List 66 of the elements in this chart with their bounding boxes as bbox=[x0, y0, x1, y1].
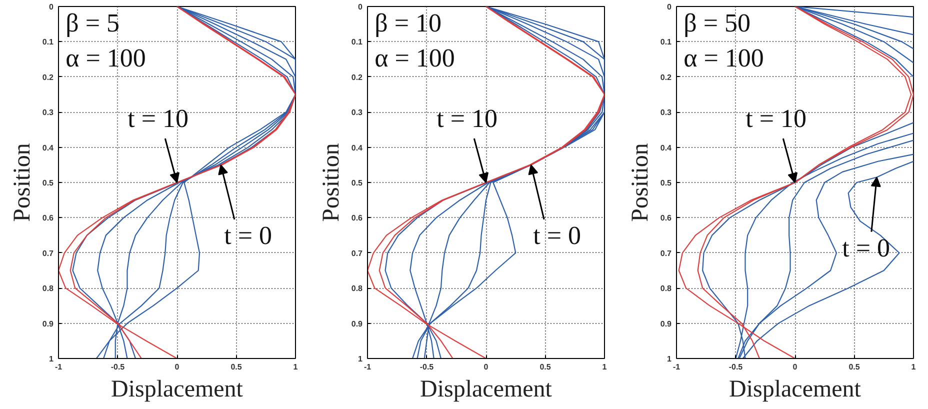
x-tick-label: 1 bbox=[293, 362, 298, 372]
y-tick-label: 0 bbox=[49, 2, 54, 12]
y-tick-label: 0.7 bbox=[660, 248, 672, 258]
annotation: α = 100 bbox=[684, 43, 764, 72]
annotation: t = 0 bbox=[842, 234, 890, 263]
annotation: t = 0 bbox=[224, 221, 272, 250]
y-tick-label: 0.6 bbox=[351, 214, 364, 223]
y-tick-label: 1 bbox=[49, 354, 54, 364]
annotation: t = 10 bbox=[128, 104, 188, 134]
x-axis-title: Displacement bbox=[729, 376, 862, 402]
y-tick-label: 1 bbox=[358, 354, 364, 364]
y-tick-label: 0 bbox=[667, 2, 672, 12]
y-tick-label: 0.5 bbox=[660, 178, 672, 188]
y-tick-label: 0.9 bbox=[351, 319, 364, 328]
annotation: α = 100 bbox=[374, 43, 455, 72]
x-tick-label: -0.5 bbox=[728, 362, 744, 372]
y-tick-label: 0.5 bbox=[351, 178, 364, 188]
x-axis-title: Displacement bbox=[111, 376, 244, 402]
y-tick-label: 0.1 bbox=[660, 38, 672, 47]
y-axis-title: Position bbox=[9, 143, 36, 222]
y-tick-label: 0.4 bbox=[351, 143, 364, 152]
y-tick-label: 0.4 bbox=[42, 143, 54, 152]
y-tick-label: 0.9 bbox=[42, 319, 54, 328]
y-tick-label: 0.3 bbox=[351, 108, 364, 118]
y-tick-label: 1 bbox=[667, 354, 672, 364]
annotation: β = 5 bbox=[66, 8, 120, 38]
annotation: t = 0 bbox=[533, 221, 582, 250]
annotation: β = 10 bbox=[374, 8, 442, 38]
x-tick-label: 0.5 bbox=[848, 362, 860, 372]
y-tick-label: 0.8 bbox=[351, 284, 364, 294]
y-tick-label: 0.2 bbox=[42, 72, 54, 82]
y-tick-label: 0.8 bbox=[660, 284, 672, 294]
y-tick-label: 0.1 bbox=[42, 38, 54, 47]
y-tick-label: 0.2 bbox=[660, 72, 672, 82]
y-tick-label: 0.8 bbox=[42, 284, 54, 294]
x-tick-label: 0 bbox=[792, 362, 798, 372]
y-tick-label: 0.6 bbox=[42, 214, 54, 223]
annotation: α = 100 bbox=[66, 43, 146, 72]
y-tick-label: 0.5 bbox=[42, 178, 54, 188]
y-tick-label: 0 bbox=[358, 2, 364, 12]
x-tick-label: -1 bbox=[364, 362, 372, 372]
x-tick-label: -0.5 bbox=[110, 362, 126, 372]
x-axis-title: Displacement bbox=[420, 376, 552, 402]
y-axis-title: Position bbox=[318, 143, 344, 222]
x-tick-label: 1 bbox=[911, 362, 916, 372]
y-tick-label: 0.9 bbox=[660, 319, 672, 328]
y-axis-title: Position bbox=[627, 143, 654, 222]
y-tick-label: 0.2 bbox=[351, 72, 364, 82]
x-tick-label: -1 bbox=[54, 362, 63, 372]
x-tick-label: 1 bbox=[602, 362, 608, 372]
y-tick-label: 0.4 bbox=[660, 143, 672, 152]
x-tick-label: -1 bbox=[672, 362, 681, 372]
x-tick-label: -0.5 bbox=[420, 362, 434, 372]
annotation: β = 50 bbox=[684, 8, 751, 38]
y-tick-label: 0.3 bbox=[42, 108, 54, 118]
annotation: t = 10 bbox=[746, 104, 806, 134]
x-tick-label: 0.5 bbox=[540, 362, 552, 372]
y-tick-label: 0.6 bbox=[660, 214, 672, 223]
x-tick-label: 0.5 bbox=[230, 362, 242, 372]
y-tick-label: 0.3 bbox=[660, 108, 672, 118]
y-tick-label: 0.1 bbox=[351, 38, 364, 47]
y-tick-label: 0.7 bbox=[351, 248, 364, 258]
x-tick-label: 0 bbox=[484, 362, 489, 372]
annotation: t = 10 bbox=[436, 104, 498, 134]
y-tick-label: 0.7 bbox=[42, 248, 54, 258]
x-tick-label: 0 bbox=[174, 362, 180, 372]
